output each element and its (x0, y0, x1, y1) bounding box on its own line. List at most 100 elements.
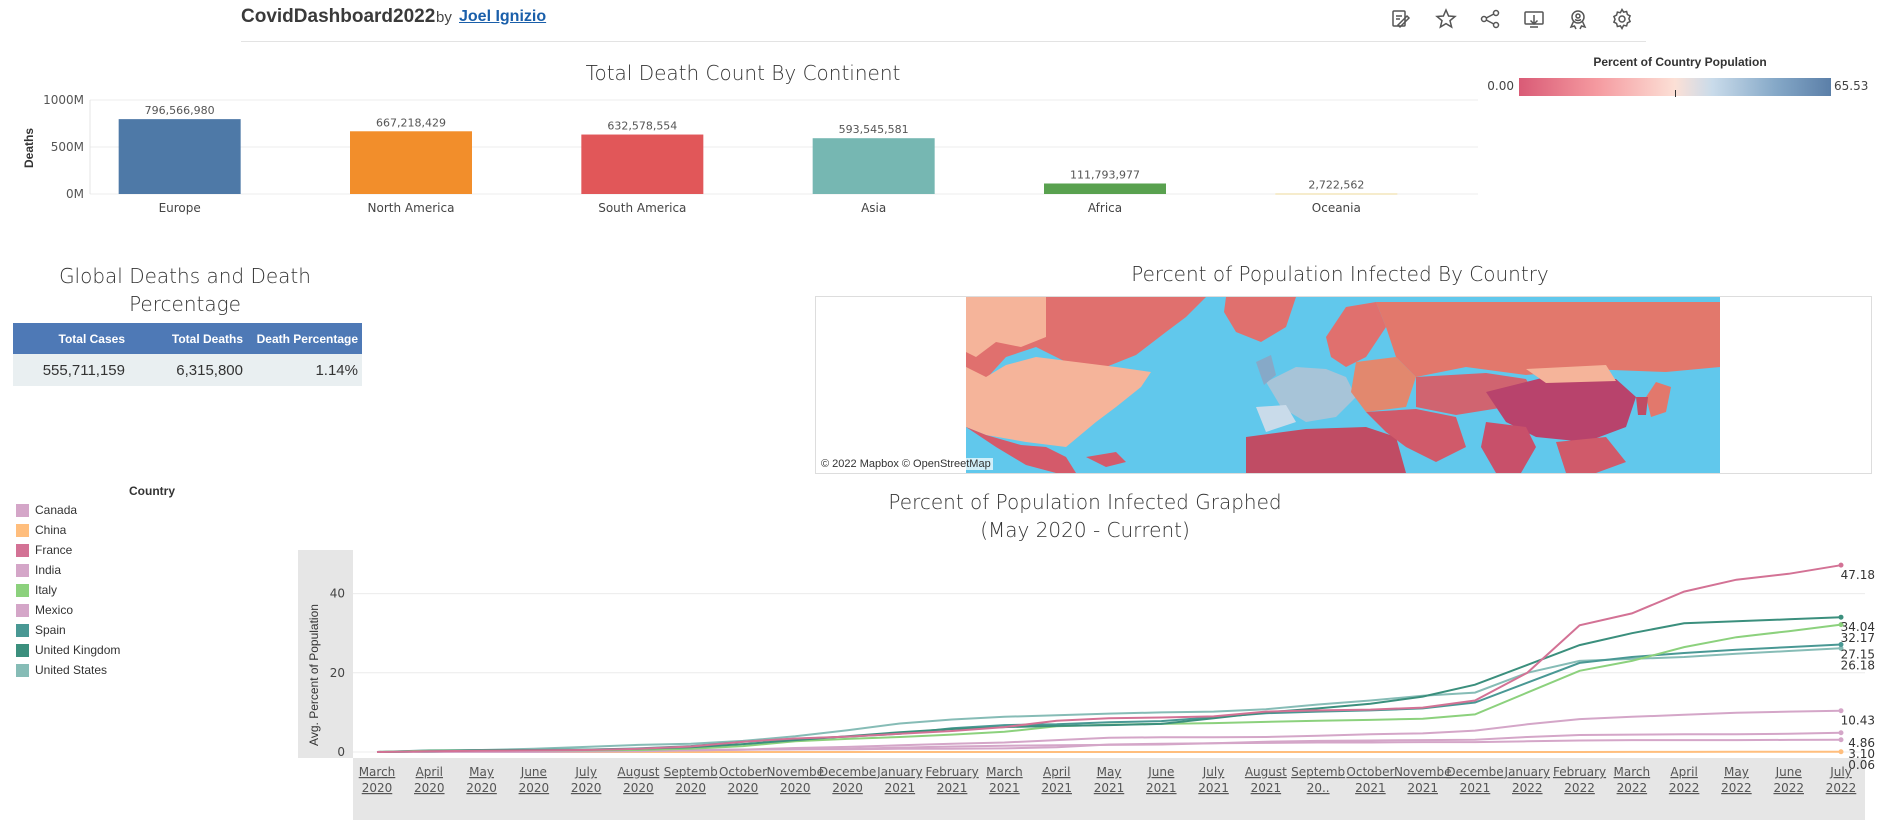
line-series-united-kingdom[interactable] (376, 616, 1842, 753)
line-x-tick-year[interactable]: 2020 (675, 781, 706, 795)
badge-icon[interactable] (1566, 7, 1590, 31)
col-header-total-deaths[interactable]: Total Deaths (171, 331, 243, 346)
line-series-spain[interactable] (376, 643, 1842, 753)
line-end-point[interactable] (1838, 737, 1844, 743)
line-end-point[interactable] (1838, 641, 1844, 647)
legend-item-china[interactable]: China (16, 521, 66, 539)
line-x-tick-month[interactable]: January (876, 765, 923, 779)
line-x-tick-month[interactable]: February (926, 765, 979, 779)
line-x-tick-year[interactable]: 2022 (1617, 781, 1648, 795)
line-x-tick-month[interactable]: March (1614, 765, 1651, 779)
line-x-tick-month[interactable]: October (719, 765, 767, 779)
legend-item-france[interactable]: France (16, 541, 72, 559)
line-x-tick-year[interactable]: 2020 (623, 781, 654, 795)
line-series-france[interactable] (376, 564, 1842, 753)
legend-item-united-states[interactable]: United States (16, 661, 107, 679)
line-x-tick-year[interactable]: 2020 (571, 781, 602, 795)
line-x-tick-month[interactable]: July (1202, 765, 1225, 779)
line-x-tick-month[interactable]: June (520, 765, 547, 779)
line-x-tick-year[interactable]: 2022 (1669, 781, 1700, 795)
line-end-point[interactable] (1838, 622, 1844, 628)
map-attribution[interactable]: © 2022 Mapbox © OpenStreetMap (819, 458, 993, 470)
line-x-tick-month[interactable]: May (1097, 765, 1122, 779)
line-x-tick-year[interactable]: 2020 (466, 781, 497, 795)
line-x-tick-year[interactable]: 2021 (1041, 781, 1072, 795)
line-x-tick-year[interactable]: 2020 (519, 781, 550, 795)
line-x-tick-year[interactable]: 2022 (1773, 781, 1804, 795)
line-end-point[interactable] (1838, 708, 1844, 714)
line-x-tick-month[interactable]: August (1245, 765, 1287, 779)
download-icon[interactable] (1522, 7, 1546, 31)
line-x-tick-year[interactable]: 2021 (1094, 781, 1125, 795)
line-x-tick-month[interactable]: Septemb (664, 765, 718, 779)
line-x-tick-month[interactable]: July (1829, 765, 1852, 779)
line-x-tick-month[interactable]: Novembe (767, 765, 825, 779)
legend-item-mexico[interactable]: Mexico (16, 601, 73, 619)
line-end-point[interactable] (1838, 749, 1844, 755)
line-x-tick-month[interactable]: August (617, 765, 659, 779)
col-header-total-cases[interactable]: Total Cases (58, 331, 125, 346)
line-x-tick-month[interactable]: June (1775, 765, 1802, 779)
line-end-point[interactable] (1838, 614, 1844, 620)
line-x-tick-year[interactable]: 2022 (1826, 781, 1857, 795)
star-icon[interactable] (1434, 7, 1458, 31)
line-x-tick-month[interactable]: April (1670, 765, 1697, 779)
legend-item-italy[interactable]: Italy (16, 581, 57, 599)
line-x-tick-year[interactable]: 2020 (832, 781, 863, 795)
line-end-point[interactable] (1838, 645, 1844, 651)
line-x-tick-month[interactable]: March (359, 765, 396, 779)
table-row[interactable]: 555,711,159 6,315,800 1.14% (13, 354, 362, 386)
line-x-tick-month[interactable]: Novembe (1394, 765, 1452, 779)
line-x-tick-month[interactable]: Decembe (819, 765, 876, 779)
line-x-tick-year[interactable]: 2020 (414, 781, 445, 795)
line-series-italy[interactable] (376, 623, 1842, 753)
line-x-tick-month[interactable]: October (1346, 765, 1394, 779)
line-x-tick-year[interactable]: 2020 (780, 781, 811, 795)
line-x-tick-month[interactable]: May (469, 765, 494, 779)
line-x-tick-year[interactable]: 2021 (1251, 781, 1282, 795)
line-x-tick-year[interactable]: 2020 (728, 781, 759, 795)
line-x-tick-month[interactable]: Decembe (1446, 765, 1503, 779)
line-x-tick-year[interactable]: 2021 (1407, 781, 1438, 795)
share-icon[interactable] (1478, 7, 1502, 31)
line-x-tick-month[interactable]: January (1504, 765, 1551, 779)
line-x-tick-year[interactable]: 2021 (937, 781, 968, 795)
line-x-tick-month[interactable]: Septemb (1291, 765, 1345, 779)
map-container[interactable]: © 2022 Mapbox © OpenStreetMap (815, 296, 1872, 474)
line-x-tick-year[interactable]: 2022 (1512, 781, 1543, 795)
line-end-point[interactable] (1838, 730, 1844, 736)
bar-europe[interactable] (118, 119, 241, 194)
line-x-tick-year[interactable]: 2021 (1460, 781, 1491, 795)
gear-icon[interactable] (1610, 7, 1634, 31)
line-x-tick-month[interactable]: June (1147, 765, 1174, 779)
legend-item-india[interactable]: India (16, 561, 61, 579)
line-x-tick-year[interactable]: 2021 (1355, 781, 1386, 795)
col-header-death-percentage[interactable]: Death Percentage (256, 331, 358, 346)
bar-north-america[interactable] (350, 131, 472, 194)
bar-oceania[interactable] (1275, 193, 1398, 195)
line-x-tick-year[interactable]: 2021 (1146, 781, 1177, 795)
edit-icon[interactable] (1389, 7, 1413, 31)
bar-asia[interactable] (812, 138, 935, 194)
line-x-tick-month[interactable]: March (986, 765, 1023, 779)
bar-africa[interactable] (1044, 183, 1166, 194)
line-x-tick-year[interactable]: 2021 (989, 781, 1020, 795)
line-x-tick-month[interactable]: July (574, 765, 597, 779)
line-x-tick-year[interactable]: 2021 (1198, 781, 1229, 795)
line-x-tick-month[interactable]: February (1553, 765, 1606, 779)
legend-item-united-kingdom[interactable]: United Kingdom (16, 641, 120, 659)
bar-south-america[interactable] (581, 134, 704, 194)
line-x-tick-year[interactable]: 2020 (362, 781, 393, 795)
legend-item-spain[interactable]: Spain (16, 621, 66, 639)
line-x-tick-month[interactable]: April (416, 765, 443, 779)
author-link[interactable]: Joel Ignizio (459, 8, 547, 25)
line-x-tick-year[interactable]: 2022 (1721, 781, 1752, 795)
line-x-tick-year[interactable]: 2021 (885, 781, 916, 795)
line-x-tick-month[interactable]: April (1043, 765, 1070, 779)
line-x-tick-year[interactable]: 20.. (1307, 781, 1330, 795)
legend-item-canada[interactable]: Canada (16, 501, 77, 519)
line-x-tick-year[interactable]: 2022 (1564, 781, 1595, 795)
choropleth-map[interactable] (966, 297, 1720, 473)
line-end-point[interactable] (1838, 562, 1844, 568)
line-x-tick-month[interactable]: May (1724, 765, 1749, 779)
